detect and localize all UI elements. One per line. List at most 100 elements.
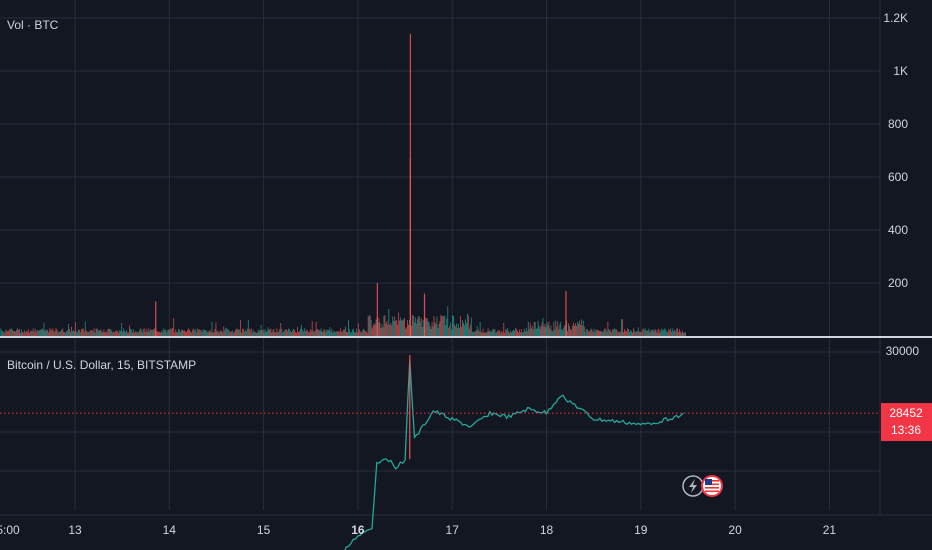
volume-bar	[414, 317, 416, 336]
volume-bar	[181, 329, 182, 336]
volume-bar	[407, 320, 408, 336]
volume-bar	[323, 329, 325, 336]
volume-bar	[357, 323, 359, 336]
volume-bar	[148, 331, 150, 336]
volume-bar	[185, 331, 187, 336]
volume-bar	[165, 330, 167, 336]
volume-bar	[280, 323, 282, 336]
volume-bar	[630, 330, 632, 336]
volume-bar	[79, 332, 81, 336]
volume-bar	[105, 331, 107, 336]
volume-bar	[223, 326, 225, 336]
volume-bar	[544, 323, 546, 336]
volume-bar	[210, 331, 212, 336]
volume-bar	[463, 325, 465, 336]
volume-bar	[34, 328, 36, 336]
volume-bar	[76, 332, 78, 336]
volume-bar	[519, 332, 521, 336]
volume-bar	[443, 316, 445, 336]
volume-bar	[678, 332, 680, 336]
volume-bar	[635, 331, 637, 336]
volume-bar	[367, 316, 369, 336]
volume-bar	[272, 330, 274, 336]
volume-bar	[492, 328, 494, 336]
volume-bar	[345, 326, 347, 336]
volume-bar	[615, 329, 617, 336]
volume-bar	[405, 328, 406, 336]
volume-bar	[486, 332, 488, 336]
volume-bar	[138, 330, 140, 336]
volume-bar	[582, 320, 584, 336]
volume-bar	[248, 328, 250, 336]
volume-bar	[70, 331, 71, 336]
volume-bar	[585, 328, 587, 336]
volume-bar	[451, 329, 453, 336]
volume-bar	[299, 328, 301, 336]
volume-bar	[306, 330, 308, 336]
volume-bar	[21, 331, 23, 336]
volume-bar	[501, 330, 503, 336]
volume-bar	[520, 329, 522, 336]
volume-bar	[88, 331, 90, 336]
volume-bar	[545, 327, 547, 336]
volume-bar	[49, 328, 51, 336]
volume-bar	[140, 329, 142, 336]
volume-bar	[381, 324, 383, 336]
volume-bar	[567, 331, 569, 336]
volume-bar	[26, 331, 28, 336]
volume-bar	[470, 317, 472, 336]
volume-bar	[178, 328, 180, 336]
volume-bar	[184, 330, 185, 336]
volume-bar	[363, 329, 365, 336]
volume-spike-bar	[155, 301, 157, 336]
volume-bar	[107, 328, 109, 336]
volume-bar	[194, 329, 196, 336]
volume-bar	[683, 332, 684, 336]
volume-bar	[601, 331, 603, 336]
volume-bar	[213, 331, 215, 336]
volume-bar	[187, 328, 189, 336]
volume-bar	[672, 328, 674, 336]
volume-bar	[46, 329, 48, 336]
volume-bar	[290, 331, 292, 336]
volume-bar	[537, 320, 539, 336]
volume-bar	[159, 332, 161, 336]
volume-bar	[296, 326, 298, 336]
volume-bar	[586, 329, 588, 336]
volume-bar	[241, 332, 242, 336]
volume-bar	[429, 325, 431, 336]
volume-bar	[11, 328, 13, 336]
volume-bar	[170, 328, 172, 336]
volume-bar	[125, 332, 126, 336]
volume-bar	[109, 329, 111, 336]
volume-bar	[578, 320, 580, 336]
volume-bar	[100, 329, 102, 336]
volume-bar	[171, 328, 173, 336]
volume-bar	[217, 330, 219, 336]
volume-bar	[19, 332, 21, 336]
volume-bar	[5, 329, 7, 336]
volume-bar	[57, 330, 59, 336]
pane-separator[interactable]	[0, 336, 932, 338]
volume-bar	[204, 330, 206, 336]
volume-bar	[173, 318, 175, 336]
volume-bar	[644, 328, 646, 336]
volume-bar	[192, 328, 194, 336]
volume-bar	[661, 328, 663, 336]
current-price-badge[interactable]	[881, 403, 932, 442]
volume-bar	[258, 331, 260, 336]
volume-bar	[48, 332, 50, 336]
volume-bar	[110, 329, 112, 336]
volume-bar	[534, 322, 536, 336]
volume-bar	[351, 331, 352, 336]
volume-bar	[64, 332, 66, 336]
volume-bar	[366, 332, 368, 336]
volume-bar	[275, 332, 277, 336]
volume-bar	[158, 331, 160, 336]
volume-bar	[636, 331, 638, 336]
volume-bar	[439, 321, 441, 336]
volume-bar	[123, 328, 125, 336]
volume-bar	[166, 332, 168, 336]
